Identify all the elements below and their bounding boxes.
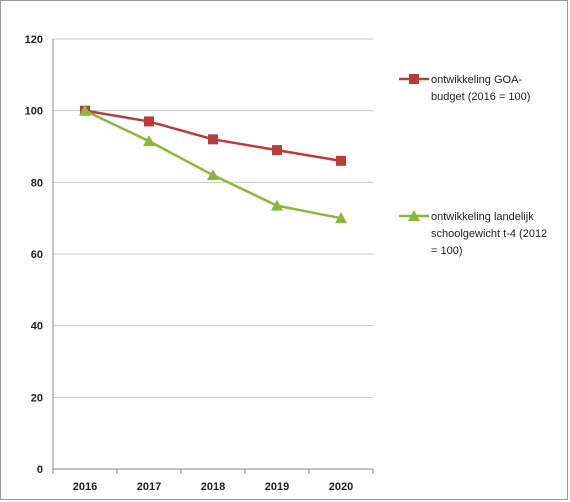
data-point <box>143 135 155 147</box>
gridlines <box>53 38 373 398</box>
data-point <box>271 199 283 211</box>
legend-marker <box>409 74 419 84</box>
series <box>79 104 347 224</box>
y-tick-label: 0 <box>37 464 43 476</box>
x-tick-label: 2018 <box>201 481 225 493</box>
x-tick-label: 2017 <box>137 481 161 493</box>
y-tick-label: 20 <box>31 392 43 404</box>
x-tick-label: 2016 <box>73 481 97 493</box>
legend-label: ontwikkeling landelijk <box>431 211 534 223</box>
y-tick-label: 40 <box>31 321 43 333</box>
data-point <box>335 212 347 224</box>
legend-label: ontwikkeling GOA- <box>431 74 522 86</box>
data-point <box>144 116 154 127</box>
y-tick-label: 60 <box>31 249 43 261</box>
axes: 0 20 40 60 80 100 120 2016 2017 2018 2019 2020 <box>25 34 374 493</box>
x-tick-label: 2020 <box>329 481 353 493</box>
legend-marker <box>408 210 420 221</box>
y-tick-label: 100 <box>25 106 43 118</box>
data-point <box>208 134 218 145</box>
series-line <box>84 109 342 220</box>
series-2 <box>79 104 347 224</box>
data-point <box>272 145 282 156</box>
y-tick-label: 80 <box>31 177 43 189</box>
legend-entry-2: ontwikkeling landelijk schoolgewicht t-4 … <box>399 210 547 257</box>
series-1 <box>80 105 346 166</box>
x-tick-label: 2019 <box>265 481 289 493</box>
legend-label: schoolgewicht t-4 (2012 <box>431 228 547 240</box>
data-point <box>79 104 91 116</box>
legend: ontwikkeling GOA-budget (2016 = 100)ontw… <box>399 74 547 257</box>
data-point <box>336 155 346 166</box>
legend-label: budget (2016 = 100) <box>431 91 530 103</box>
legend-label: = 100) <box>431 245 463 257</box>
y-tick-label: 120 <box>25 34 43 46</box>
legend-entry-1: ontwikkeling GOA-budget (2016 = 100) <box>399 74 530 103</box>
data-point <box>207 169 219 181</box>
